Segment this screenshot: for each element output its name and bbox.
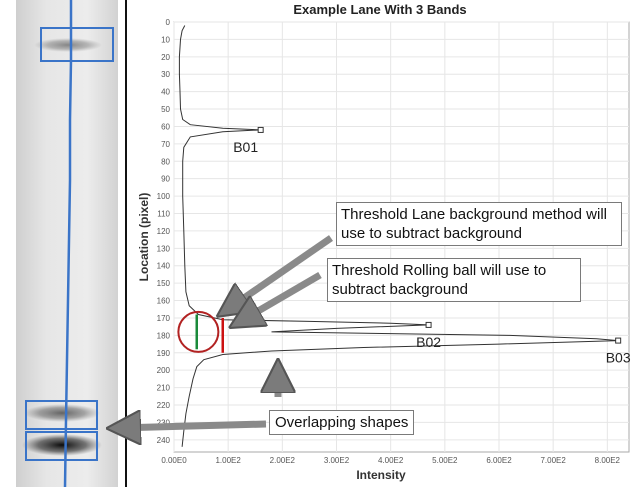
y-tick-label: 220 [157,401,171,410]
lane-overlay [22,0,114,487]
y-tick-label: 120 [157,227,171,236]
y-tick-label: 170 [157,314,171,323]
x-tick-label: 8.00E2 [595,456,621,465]
gel-lane-panel [0,0,126,487]
y-tick-label: 140 [157,262,171,271]
band-3 [22,434,102,456]
y-tick-label: 240 [157,436,171,445]
band-2-box[interactable] [25,400,98,430]
peak-marker-b03[interactable] [615,337,622,344]
y-tick-label: 180 [157,331,171,340]
peak-label: B01 [233,139,258,155]
y-tick-label: 230 [157,418,171,427]
band-1 [34,38,102,52]
y-tick-label: 40 [161,88,170,97]
threshold-circle [177,310,220,353]
x-tick-label: 1.00E2 [215,456,241,465]
band-1-box[interactable] [40,27,114,62]
x-tick-label: 5.00E2 [432,456,458,465]
y-tick-label: 190 [157,349,171,358]
y-tick-label: 50 [161,105,170,114]
callout-overlapping: Overlapping shapes [269,410,415,435]
peak-marker-b02[interactable] [425,321,432,328]
y-tick-label: 30 [161,70,170,79]
callout-rolling-ball: Threshold Rolling ball will use to subtr… [327,258,581,302]
band-2 [24,404,100,422]
y-tick-label: 0 [166,18,171,27]
y-tick-label: 70 [161,140,170,149]
peak-marker-b01[interactable] [257,126,264,133]
peak-label: B03 [606,350,631,366]
callout-lane-background: Threshold Lane background method will us… [336,202,622,246]
y-tick-label: 90 [161,175,170,184]
x-tick-label: 7.00E2 [540,456,566,465]
y-tick-label: 60 [161,122,170,131]
y-axis-label: Location (pixel) [137,193,151,282]
y-tick-label: 10 [161,35,170,44]
y-tick-label: 160 [157,297,171,306]
band-3-box[interactable] [25,431,98,461]
y-tick-label: 20 [161,53,170,62]
x-tick-label: 2.00E2 [270,456,296,465]
x-axis-label: Intensity [356,468,406,482]
panel-divider [125,0,127,487]
chart-title: Example Lane With 3 Bands [293,2,466,17]
y-tick-label: 80 [161,157,170,166]
x-tick-label: 6.00E2 [486,456,512,465]
x-tick-label: 3.00E2 [324,456,350,465]
y-tick-label: 210 [157,384,171,393]
x-tick-label: 4.00E2 [378,456,404,465]
y-tick-label: 100 [157,192,171,201]
peak-label: B02 [416,334,441,350]
y-tick-label: 200 [157,366,171,375]
x-tick-label: 0.00E0 [161,456,187,465]
y-tick-label: 150 [157,279,171,288]
y-tick-label: 130 [157,244,171,253]
y-tick-label: 110 [157,209,170,218]
